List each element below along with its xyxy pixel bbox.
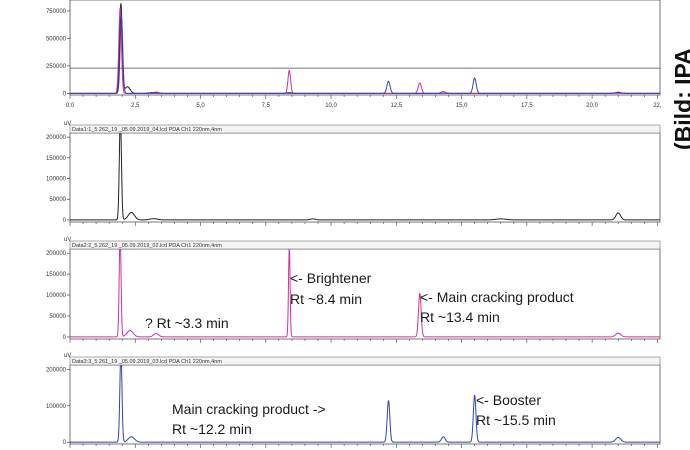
overlay-chromatogram: 750000 500000 250000 0 0,0 2,5 5,0 7,5 10,0 12,5 1…	[46, 0, 662, 109]
series-line	[70, 133, 660, 221]
y-tick-label: 100000	[46, 293, 67, 299]
annotation-main-cracking-product-2-rt: Rt ~12.2 min	[172, 421, 252, 437]
series-line	[70, 365, 660, 443]
image-credit-watermark: (Bild: IPA	[670, 48, 690, 150]
annotation-main-cracking-product: <- Main cracking product	[420, 289, 574, 305]
x-tick-label: 12,5	[390, 103, 402, 109]
series-line	[70, 7, 660, 94]
y-tick-label: 100000	[46, 404, 67, 410]
x-tick-label: 10,0	[325, 103, 337, 109]
y-tick-label: 500000	[46, 36, 67, 42]
annotation-unknown-rt: ? Rt ~3.3 min	[145, 315, 229, 331]
panel-header-bar	[69, 124, 661, 134]
panel-header: Data3:3_5 261_19 _05.09.2019_03.lcd PDA …	[72, 359, 222, 365]
y-tick-label: 0	[63, 440, 67, 446]
y-tick-label: 250000	[46, 64, 67, 70]
x-tick-label: 0,0	[66, 103, 75, 109]
annotation-main-cracking-product-rt: Rt ~13.4 min	[420, 309, 500, 325]
y-tick-label: 200000	[46, 251, 67, 257]
y-tick-label: 200000	[46, 135, 67, 141]
annotation-brightener-rt: Rt ~8.4 min	[290, 291, 362, 307]
y-tick-label: 200000	[46, 367, 67, 373]
y-tick-label: 100000	[46, 177, 67, 183]
y-tick-label: 150000	[46, 272, 67, 278]
series-line	[70, 249, 660, 338]
annotations: ? Rt ~3.3 min <- Brightener Rt ~8.4 min …	[145, 270, 574, 437]
x-tick-label: 17,5	[521, 103, 533, 109]
y-tick-label: 750000	[46, 9, 67, 15]
y-tick-label: 0	[63, 335, 67, 341]
y-tick-label: 0	[63, 218, 67, 224]
annotation-booster: <- Booster	[476, 392, 541, 408]
y-unit-label: uV	[64, 237, 71, 243]
y-tick-label: 50000	[49, 197, 66, 203]
annotation-booster-rt: Rt ~15.5 min	[476, 412, 556, 428]
y-tick-label: 50000	[49, 314, 66, 320]
x-tick-label: 15,0	[456, 103, 468, 109]
x-tick-label: 2,5	[131, 103, 140, 109]
plot-frame	[69, 0, 661, 96]
x-tick-label: 20,0	[586, 103, 598, 109]
y-unit-label: uV	[64, 353, 71, 359]
series-line	[70, 3, 660, 94]
blue-trace-chromatogram: Data3:3_5 261_19 _05.09.2019_03.lcd PDA …	[46, 353, 661, 448]
pink-trace-chromatogram: Data2:2_5 262_19 _05.09.2019_02.lcd PDA …	[46, 237, 661, 343]
panel-header: Data1:1_5 262_19 _05.09.2019_04.lcd PDA …	[72, 127, 222, 133]
x-tick-label: 7,5	[262, 103, 271, 109]
x-tick-label: 5,0	[196, 103, 205, 109]
panel-header-bar	[69, 356, 661, 366]
x-tick-label: 22,	[653, 103, 662, 109]
plot-frame	[69, 364, 661, 445]
y-tick-label: 150000	[46, 156, 67, 162]
y-tick-label: 0	[63, 91, 67, 97]
series-line	[70, 16, 660, 94]
plot-frame	[69, 132, 661, 223]
annotation-brightener: <- Brightener	[290, 270, 372, 286]
black-trace-chromatogram: Data1:1_5 262_19 _05.09.2019_04.lcd PDA …	[46, 121, 661, 226]
panel-header: Data2:2_5 262_19 _05.09.2019_02.lcd PDA …	[72, 243, 222, 249]
panel-header-bar	[69, 240, 661, 250]
annotation-main-cracking-product-2: Main cracking product ->	[172, 401, 326, 417]
y-unit-label: uV	[64, 121, 71, 127]
